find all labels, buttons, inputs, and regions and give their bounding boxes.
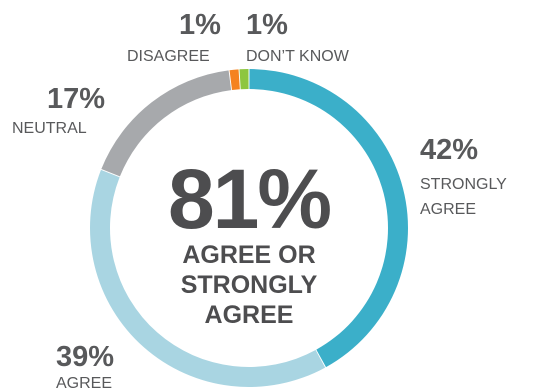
slice-category-label-disagree: DISAGREE xyxy=(127,48,210,65)
donut-slice-agree xyxy=(90,169,326,387)
slice-category-label-neutral: NEUTRAL xyxy=(12,120,87,137)
donut-slices xyxy=(90,69,408,387)
slice-value-label-agree: 39% xyxy=(56,341,114,373)
donut-slice-neutral xyxy=(101,70,232,177)
center-label-line2: STRONGLY xyxy=(181,271,318,299)
slice-value-label-dont-know: 1% xyxy=(246,9,288,41)
slice-category-label-agree: AGREE xyxy=(56,375,112,390)
center-label-line3: AGREE xyxy=(205,301,294,329)
donut-slice-dont-know xyxy=(239,69,249,90)
slice-value-label-neutral: 17% xyxy=(47,83,105,115)
center-label-line1: AGREE OR xyxy=(182,241,315,269)
slice-value-label-disagree: 1% xyxy=(179,9,221,41)
slice-category-label-dont-know: DON’T KNOW xyxy=(246,48,350,65)
donut-slice-strongly-agree xyxy=(249,69,408,368)
slice-value-label-strongly-agree: 42% xyxy=(420,134,478,166)
donut-slice-disagree xyxy=(229,69,240,91)
center-big-value: 81% xyxy=(168,152,330,246)
slice-category-label-strongly-agree-line2: AGREE xyxy=(420,201,476,218)
slice-category-label-strongly-agree-line1: STRONGLY xyxy=(420,176,507,193)
